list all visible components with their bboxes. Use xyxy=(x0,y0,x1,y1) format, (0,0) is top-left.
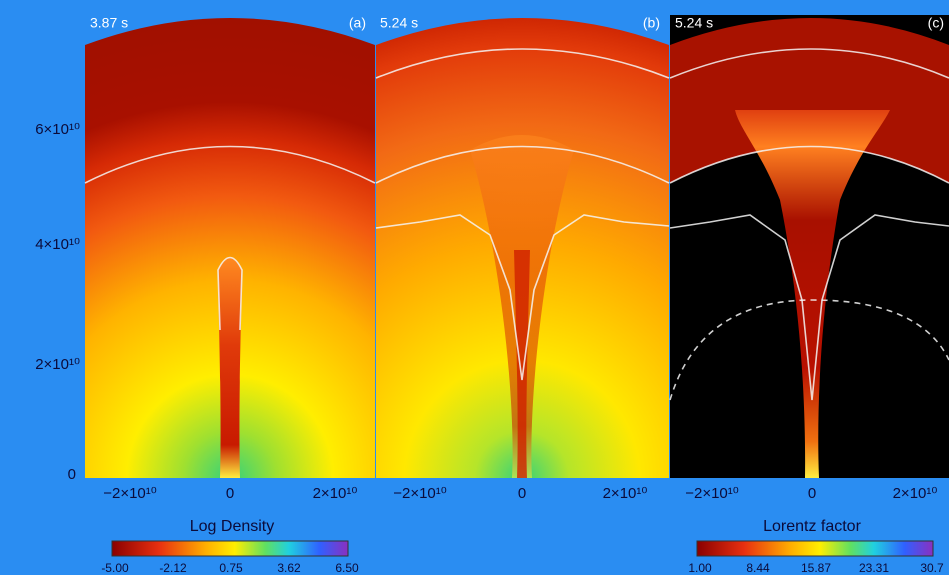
colorbar-tick: 1.00 xyxy=(688,561,712,575)
colorbar xyxy=(696,540,934,557)
panel-time: 5.24 s xyxy=(380,15,418,31)
colorbar-tick: 6.50 xyxy=(335,561,359,575)
panel-time: 5.24 s xyxy=(675,15,713,31)
contour xyxy=(669,48,949,79)
colorbar-tick: 23.31 xyxy=(859,561,889,575)
x-tick-label: −2×10¹⁰ xyxy=(685,485,739,502)
shell xyxy=(670,18,949,183)
colorbar-tick: 8.44 xyxy=(746,561,770,575)
panel-tag: (c) xyxy=(928,15,944,31)
x-tick-label: 2×10¹⁰ xyxy=(313,485,358,502)
panel-time: 3.87 s xyxy=(90,15,128,31)
panel-tag: (b) xyxy=(643,15,660,31)
x-tick-label: 0 xyxy=(518,485,526,502)
colorbar xyxy=(111,540,349,557)
contour xyxy=(217,256,243,331)
jet xyxy=(218,257,242,478)
y-tick-label: 2×10¹⁰ xyxy=(35,356,80,373)
contour xyxy=(669,214,949,401)
density-map xyxy=(85,18,375,478)
y-tick-label: 6×10¹⁰ xyxy=(35,121,80,138)
contour xyxy=(669,299,949,401)
jet xyxy=(735,110,890,478)
jet-core xyxy=(514,250,530,478)
contour xyxy=(84,145,376,184)
contour xyxy=(375,145,670,184)
x-tick-label: 2×10¹⁰ xyxy=(603,485,648,502)
panel-a: 3.87 s (a) xyxy=(84,15,376,478)
x-tick-label: 0 xyxy=(808,485,816,502)
panel-b: 5.24 s (b) xyxy=(375,15,670,478)
colorbar-tick: 0.75 xyxy=(219,561,243,575)
x-tick-label: 2×10¹⁰ xyxy=(893,485,938,502)
panel-tag: (a) xyxy=(349,15,366,31)
panel-c: 5.24 s (c) xyxy=(669,15,949,478)
colorbar-tick: 3.62 xyxy=(277,561,301,575)
y-tick-label: 0 xyxy=(68,466,76,483)
colorbar-tick: 15.87 xyxy=(801,561,831,575)
x-tick-label: 0 xyxy=(226,485,234,502)
colorbar-title: Lorentz factor xyxy=(763,518,862,535)
colorbar-tick: -2.12 xyxy=(159,561,187,575)
x-tick-label: −2×10¹⁰ xyxy=(103,485,157,502)
x-tick-label: −2×10¹⁰ xyxy=(393,485,447,502)
colorbar-title: Log Density xyxy=(190,518,275,535)
contour xyxy=(669,145,949,184)
y-tick-label: 4×10¹⁰ xyxy=(35,236,80,253)
contour xyxy=(375,48,670,79)
colorbar-tick: -5.00 xyxy=(101,561,129,575)
contour xyxy=(375,214,670,381)
colorbar-tick: 30.7 xyxy=(920,561,944,575)
